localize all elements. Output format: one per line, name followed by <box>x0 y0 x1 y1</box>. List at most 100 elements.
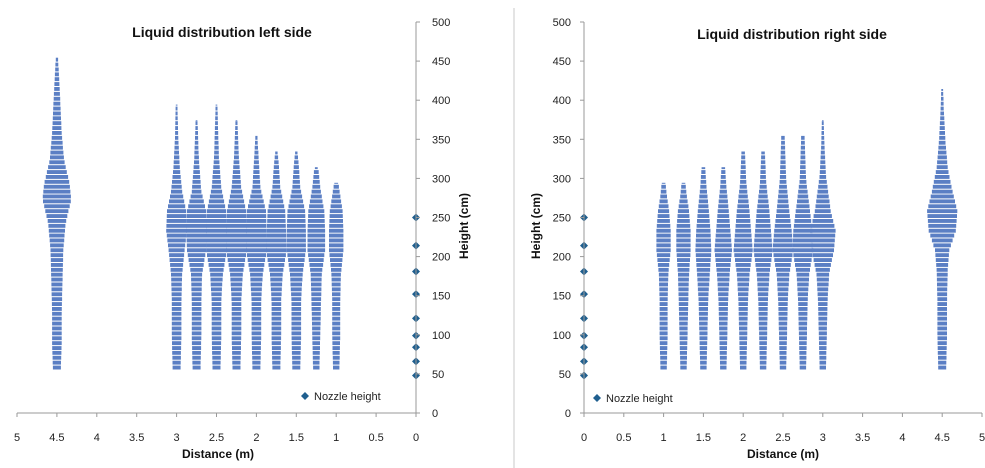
distribution-bar <box>307 223 325 228</box>
x-tick-label: 2 <box>253 432 259 444</box>
distribution-bar <box>940 106 944 111</box>
distribution-bar <box>195 121 198 126</box>
distribution-bar <box>311 292 322 297</box>
distribution-bar <box>54 87 60 91</box>
distribution-bar <box>739 336 748 341</box>
distribution-bar <box>226 214 247 218</box>
distribution-bar <box>166 223 187 228</box>
distribution-bar <box>232 360 241 365</box>
distribution-bar <box>52 116 61 121</box>
distribution-bar <box>312 179 320 184</box>
distribution-bar <box>758 194 768 199</box>
distribution-bar <box>718 292 729 297</box>
distribution-bar <box>927 219 957 223</box>
distribution-bar <box>331 282 341 287</box>
distribution-bar <box>235 121 238 126</box>
distribution-bar <box>293 165 299 170</box>
distribution-bar <box>293 175 300 179</box>
distribution-bar <box>799 346 807 350</box>
distribution-bar <box>212 350 221 355</box>
distribution-bar <box>307 238 326 243</box>
distribution-bar <box>738 321 748 326</box>
distribution-bar <box>246 219 267 223</box>
distribution-bar <box>817 287 829 292</box>
distribution-bar <box>295 151 298 155</box>
distribution-bar <box>329 223 344 228</box>
distribution-bar <box>679 350 687 355</box>
distribution-bar <box>171 311 182 316</box>
distribution-bar <box>780 150 786 155</box>
bars-right <box>656 89 958 370</box>
distribution-bar <box>288 258 305 262</box>
distribution-bar <box>195 126 198 130</box>
distribution-bar <box>47 219 67 223</box>
distribution-bar <box>820 165 826 170</box>
distribution-bar <box>189 263 204 267</box>
distribution-bar <box>936 263 949 267</box>
distribution-bar <box>658 209 670 214</box>
distribution-bar <box>799 341 807 346</box>
distribution-bar <box>760 179 767 184</box>
distribution-bar <box>266 243 287 248</box>
distribution-bar <box>697 209 709 214</box>
distribution-bar <box>286 233 306 238</box>
distribution-bar <box>191 292 202 297</box>
distribution-bar <box>250 287 262 292</box>
distribution-bar <box>214 135 219 140</box>
y-tick-label: 500 <box>553 17 571 29</box>
distribution-bar <box>215 116 218 121</box>
distribution-bar <box>307 243 326 248</box>
distribution-bar <box>172 350 181 355</box>
distribution-bar <box>739 326 748 331</box>
distribution-bar <box>271 311 282 316</box>
distribution-bar <box>657 258 670 262</box>
distribution-bar <box>191 331 202 336</box>
distribution-bar <box>270 272 283 277</box>
distribution-bar <box>231 302 242 306</box>
distribution-column <box>166 104 187 370</box>
distribution-bar <box>677 263 690 267</box>
distribution-bar <box>798 307 808 311</box>
distribution-bar <box>720 360 727 365</box>
distribution-bar <box>214 155 219 160</box>
distribution-bar <box>48 228 65 233</box>
distribution-bar <box>168 248 185 253</box>
distribution-bar <box>779 355 787 360</box>
distribution-bar <box>679 336 688 341</box>
distribution-bar <box>329 214 343 218</box>
distribution-bar <box>679 311 688 316</box>
distribution-bar <box>697 219 710 223</box>
distribution-bar <box>246 238 267 243</box>
y-tick-label: 50 <box>432 369 444 381</box>
distribution-bar <box>757 292 769 297</box>
distribution-bar <box>760 160 766 165</box>
distribution-bar <box>739 341 747 346</box>
distribution-bar <box>230 277 243 282</box>
distribution-bar <box>192 346 202 350</box>
distribution-bar <box>676 223 691 228</box>
x-tick-label: 4 <box>899 432 905 444</box>
distribution-bar <box>738 297 749 302</box>
distribution-bar <box>43 184 70 189</box>
distribution-bar <box>173 160 180 165</box>
chart-right: Liquid distribution right side 050100150… <box>529 17 985 461</box>
distribution-bar <box>209 267 224 272</box>
distribution-bar <box>191 277 202 282</box>
distribution-bar <box>716 267 730 272</box>
distribution-bar <box>193 170 200 174</box>
distribution-bar <box>227 258 246 262</box>
axes-left: 0 50 100 150 200 250 300 350 400 450 500 5 4.5 4 3.5 3 2… <box>14 17 450 444</box>
distribution-bar <box>186 238 207 243</box>
distribution-bar <box>736 272 750 277</box>
distribution-bar <box>810 228 836 233</box>
distribution-bar <box>797 292 808 297</box>
distribution-bar <box>191 272 203 277</box>
x-tick-label: 2 <box>740 432 746 444</box>
distribution-bar <box>659 292 668 297</box>
distribution-bar <box>679 331 688 336</box>
distribution-bar <box>659 307 668 311</box>
distribution-bar <box>820 160 826 165</box>
distribution-bar <box>231 297 242 302</box>
distribution-bar <box>718 297 729 302</box>
